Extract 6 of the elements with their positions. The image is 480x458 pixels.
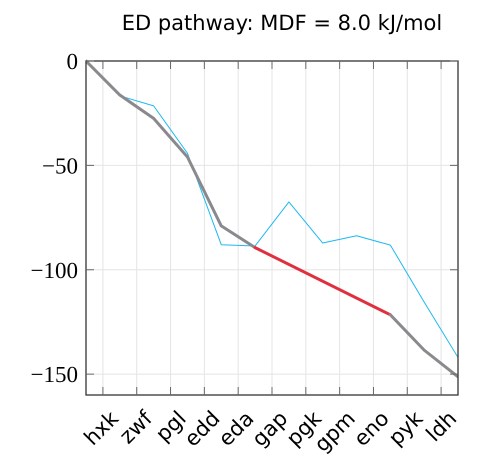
y-tick-label: −50 [42, 153, 78, 178]
chart-title: ED pathway: MDF = 8.0 kJ/mol [122, 11, 442, 35]
line-series [86, 60, 257, 250]
y-tick-label: −150 [30, 362, 78, 388]
y-tick-label: −100 [30, 258, 78, 283]
y-tick-label: 0 [66, 49, 78, 74]
